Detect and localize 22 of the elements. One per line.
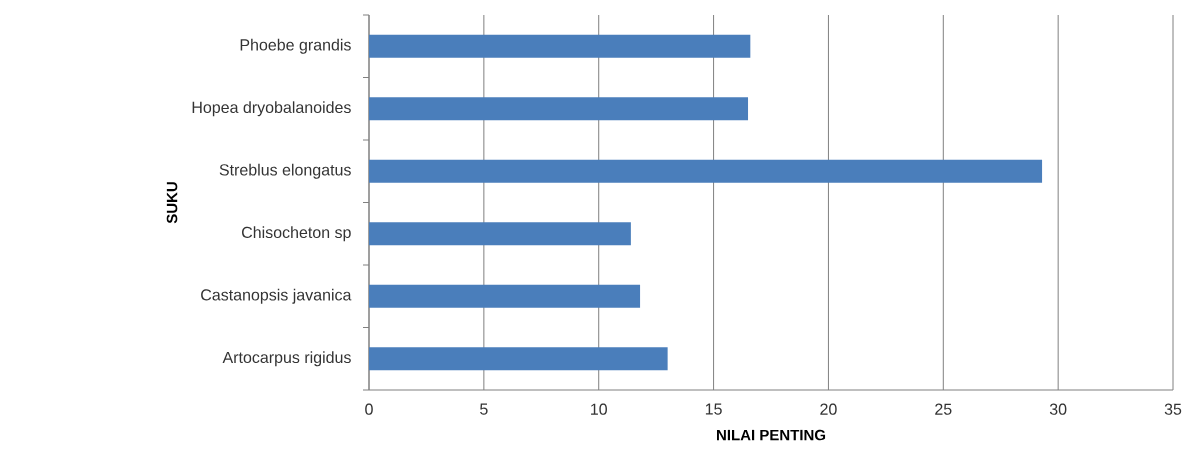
x-tick-label: 35 [1164,403,1182,415]
x-tick-label: 30 [1049,403,1067,415]
bar [369,284,641,308]
x-tick-label: 20 [820,403,837,415]
y-tick-label: Artocarpus rigidus [222,351,351,367]
x-tick-label: 0 [365,403,373,415]
x-tick-label: 10 [591,403,607,415]
x-tick-label: 15 [705,403,722,415]
y-tick-label: Castanopsis javanica [201,288,352,304]
bar [369,97,749,121]
bar [369,222,631,246]
bar [369,347,668,371]
y-tick-label: Hopea dryobalanoides [192,101,351,117]
x-tick-label: 5 [480,403,488,415]
bar [369,159,1043,183]
y-tick-label: Chisocheton sp [242,226,351,242]
y-tick-label: Phoebe grandis [240,38,351,54]
bar [369,34,751,58]
y-tick-label: Streblus elongatus [219,163,351,179]
x-tick-label: 25 [935,403,952,415]
y-axis-title: SUKU [166,182,178,224]
x-axis-title: NILAI PENTING [717,429,826,441]
